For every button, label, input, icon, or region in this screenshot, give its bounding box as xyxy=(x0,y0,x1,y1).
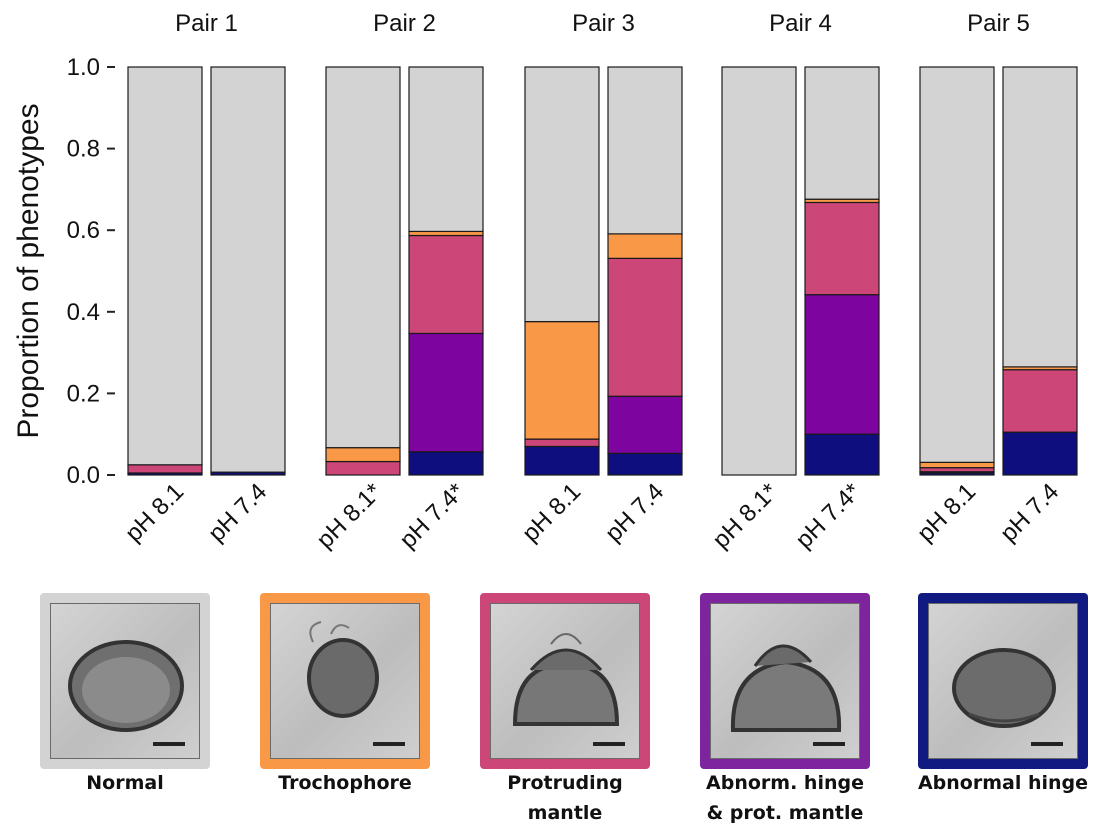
phenotype-caption: Trochophore xyxy=(235,768,455,798)
pair-title: Pair 3 xyxy=(572,10,635,37)
bar-segment xyxy=(210,66,286,473)
phenotype-caption: Abnormal hinge xyxy=(893,768,1098,798)
larva-image xyxy=(307,621,379,718)
pair-title: Pair 4 xyxy=(769,10,832,37)
larva-micrograph xyxy=(710,603,860,759)
x-tick-label: pH 7.4 xyxy=(995,478,1064,547)
y-tick-label: 0.6 xyxy=(67,217,100,244)
caption-line: Protruding xyxy=(507,772,623,794)
larva-image xyxy=(512,633,620,726)
bar-segment xyxy=(524,445,600,476)
larva-micrograph xyxy=(50,603,200,759)
bar-segment xyxy=(607,233,683,259)
phenotype-panel xyxy=(480,593,650,769)
bar-segment xyxy=(408,230,484,237)
caption-line: Trochophore xyxy=(278,772,412,794)
pair-title: Pair 1 xyxy=(175,10,238,37)
scale-bar xyxy=(1031,742,1063,746)
bar-segment xyxy=(127,464,203,474)
phenotype-panel xyxy=(700,593,870,769)
phenotype-caption: Protruding mantle xyxy=(455,768,675,828)
larva-micrograph xyxy=(928,603,1078,759)
bar-segment xyxy=(408,66,484,233)
x-tick-label: pH 8.1* xyxy=(312,478,388,554)
bar-segment xyxy=(1002,369,1078,433)
bar-segment xyxy=(919,66,995,463)
y-tick-label: 0.8 xyxy=(67,136,100,163)
bar-segment xyxy=(524,438,600,448)
larva-image xyxy=(68,640,184,732)
x-tick-label: pH 8.1 xyxy=(120,478,189,547)
y-tick-label: 0.0 xyxy=(67,462,100,489)
bar-segment xyxy=(408,234,484,335)
x-tick-label: pH 8.1 xyxy=(912,478,981,547)
bar-segment xyxy=(804,66,880,200)
pair-title: Pair 5 xyxy=(967,10,1030,37)
scale-bar xyxy=(373,742,405,746)
bar-segment xyxy=(607,66,683,235)
bar-segment xyxy=(804,201,880,296)
larva-image xyxy=(730,644,842,732)
x-tick-label: pH 7.4* xyxy=(395,478,471,554)
bar-segment xyxy=(721,66,797,476)
scale-bar xyxy=(813,742,845,746)
x-tick-label: pH 7.4 xyxy=(203,478,272,547)
bar-segment xyxy=(804,294,880,435)
phenotype-panel xyxy=(260,593,430,769)
caption-line: mantle xyxy=(527,802,603,824)
y-tick-label: 0.2 xyxy=(67,380,100,407)
x-tick-label: pH 8.1 xyxy=(517,478,586,547)
bar-segment xyxy=(408,332,484,453)
bar-segment xyxy=(1002,431,1078,476)
pair-title: Pair 2 xyxy=(373,10,436,37)
bar-segment xyxy=(325,447,401,463)
x-tick-label: pH 7.4 xyxy=(600,478,669,547)
bar-segment xyxy=(804,433,880,476)
larva-micrograph xyxy=(490,603,640,759)
bar-segment xyxy=(408,451,484,476)
bar-segment xyxy=(1002,66,1078,368)
larva-micrograph xyxy=(270,603,420,759)
bar-segment xyxy=(919,467,995,473)
y-tick-label: 1.0 xyxy=(67,54,100,81)
bar-segment xyxy=(325,460,401,476)
bar-segment xyxy=(524,320,600,440)
x-tick-label: pH 7.4* xyxy=(791,478,867,554)
phenotype-caption: Abnorm. hinge & prot. mantle xyxy=(675,768,895,828)
caption-line: Normal xyxy=(86,772,164,794)
x-tick-label: pH 8.1* xyxy=(708,478,784,554)
stacked-bar-chart: Proportion of phenotypes 0.0 0.2 0.4 0.6 0.8 1… xyxy=(12,10,1078,554)
bar-segment xyxy=(607,257,683,397)
caption-line: & prot. mantle xyxy=(706,802,864,824)
phenotype-panel xyxy=(40,593,210,769)
y-tick-label: 0.4 xyxy=(67,299,100,326)
caption-line: Abnormal hinge xyxy=(917,772,1089,794)
bar-segment xyxy=(127,66,203,466)
bar-segment xyxy=(325,66,401,449)
scale-bar xyxy=(593,742,625,746)
bar-segment xyxy=(607,452,683,476)
y-axis-label: Proportion of phenotypes xyxy=(12,103,45,438)
caption-line: Abnorm. hinge xyxy=(706,772,864,794)
scale-bar xyxy=(153,742,185,746)
bar-segment xyxy=(524,66,600,323)
bar-segment xyxy=(607,395,683,454)
bar-segment xyxy=(919,461,995,469)
phenotype-panel xyxy=(918,593,1088,769)
larva-image xyxy=(952,648,1056,728)
phenotype-caption: Normal xyxy=(15,768,235,798)
